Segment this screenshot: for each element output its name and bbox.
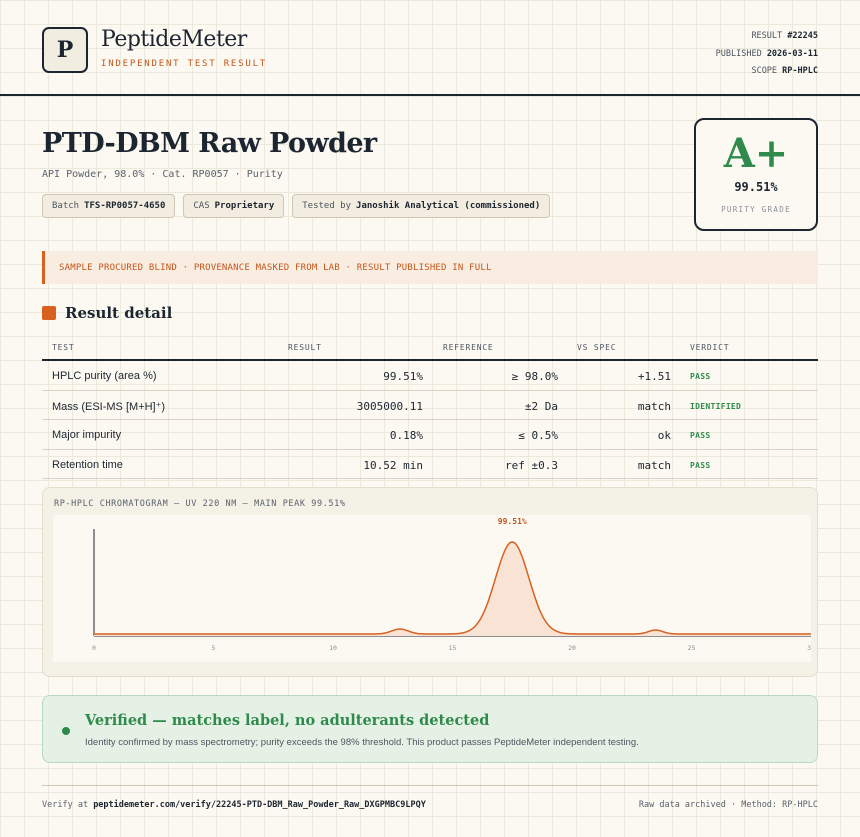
grade-value: 99.51% xyxy=(734,180,778,194)
cell-vs-spec: ok xyxy=(657,429,671,442)
cell-verdict: PASS xyxy=(690,372,711,381)
table-row: Mass (ESI-MS [M+H]⁺) 3005000.11 ±2 Da ma… xyxy=(42,391,818,420)
cell-test: Mass (ESI-MS [M+H]⁺) xyxy=(52,400,166,413)
verified-banner: Verified — matches label, no adulterants… xyxy=(42,695,818,763)
cas-value: Proprietary xyxy=(214,201,275,211)
chromatogram-card: RP-HPLC CHROMATOGRAM — UV 220 NM — MAIN … xyxy=(42,487,818,677)
verified-title: Verified — matches label, no adulterants… xyxy=(85,712,490,729)
provenance-banner: SAMPLE PROCURED BLIND · PROVENANCE MASKE… xyxy=(42,251,818,284)
verify-line: Verify at peptidemeter.com/verify/22245-… xyxy=(42,800,426,810)
result-number: #22245 xyxy=(787,31,818,41)
footer-method: Raw data archived · Method: RP-HPLC xyxy=(638,800,818,810)
verify-link[interactable]: peptidemeter.com/verify/22245-PTD-DBM_Ra… xyxy=(93,800,426,810)
peak-annotation: 99.51% xyxy=(498,517,527,526)
batch-value: TFS-RP0057-4650 xyxy=(84,201,166,211)
cell-result: 0.18% xyxy=(389,429,423,442)
chart-title: RP-HPLC CHROMATOGRAM — UV 220 NM — MAIN … xyxy=(54,499,346,509)
result-meta: RESULT #22245 PUBLISHED 2026-03-11 SCOPE… xyxy=(716,28,818,81)
cell-result: 3005000.11 xyxy=(356,399,423,413)
signal-line xyxy=(94,541,811,635)
cell-test: Retention time xyxy=(52,458,123,471)
brand-logo: P xyxy=(42,27,88,73)
cas-label: CAS xyxy=(193,201,210,211)
verify-label: Verify at xyxy=(42,800,89,810)
cell-reference: ref ±0.3 xyxy=(505,458,558,472)
header-verdict: VERDICT xyxy=(690,343,730,352)
x-tick-label: 25 xyxy=(688,644,696,652)
product-subtitle: API Powder, 98.0% · Cat. RP0057 · Purity xyxy=(42,169,283,180)
header-vs-spec: VS SPEC xyxy=(577,343,617,352)
report-footer: Verify at peptidemeter.com/verify/22245-… xyxy=(42,785,818,815)
cell-verdict: PASS xyxy=(690,460,711,470)
cell-result: 99.51% xyxy=(383,370,423,383)
x-tick-label: 30 xyxy=(807,644,811,652)
cell-reference: ≥ 98.0% xyxy=(511,370,558,383)
grade-card: A+ 99.51% PURITY GRADE xyxy=(694,118,818,231)
section-marker-icon xyxy=(42,306,56,320)
x-tick-label: 10 xyxy=(329,644,337,652)
verified-dot-icon xyxy=(62,727,70,735)
batch-label: Batch xyxy=(52,201,80,211)
table-row: Major impurity 0.18% ≤ 0.5% ok PASS xyxy=(42,420,818,450)
cell-reference: ±2 Da xyxy=(524,399,558,413)
x-tick-label: 5 xyxy=(212,644,216,652)
header-reference: REFERENCE xyxy=(443,343,494,352)
x-tick-label: 15 xyxy=(449,644,457,652)
header-result: RESULT xyxy=(288,343,322,352)
results-table: TEST RESULT REFERENCE VS SPEC VERDICT HP… xyxy=(42,336,818,479)
result-label: RESULT xyxy=(751,31,783,41)
cell-result: 10.52 min xyxy=(363,458,423,472)
brand-tagline: INDEPENDENT TEST RESULT xyxy=(101,59,268,69)
table-header: TEST RESULT REFERENCE VS SPEC VERDICT xyxy=(42,336,818,361)
cell-vs-spec: match xyxy=(637,399,671,413)
section-title: Result detail xyxy=(65,304,173,322)
report-header: P PeptideMeter INDEPENDENT TEST RESULT R… xyxy=(0,0,860,96)
published-date: 2026-03-11 xyxy=(766,48,818,59)
signal-area xyxy=(94,542,811,636)
table-row: Retention time 10.52 min ref ±0.3 match … xyxy=(42,450,818,479)
verified-text: Identity confirmed by mass spectrometry;… xyxy=(85,737,639,748)
header-test: TEST xyxy=(52,343,75,352)
chromatogram-svg: 0 5 10 15 20 25 30 99.51% xyxy=(92,517,811,652)
grade-letter: A+ xyxy=(723,130,789,177)
cell-test: Major impurity xyxy=(52,429,122,441)
cell-vs-spec: +1.51 xyxy=(637,370,671,383)
tested-by-chip: Tested by Janoshik Analytical (commission… xyxy=(292,194,551,218)
published-label: PUBLISHED xyxy=(715,48,762,59)
product-chips: Batch TFS-RP0057-4650 CAS Proprietary Test… xyxy=(42,194,551,218)
cas-chip: CAS Proprietary xyxy=(183,194,285,218)
cell-verdict: PASS xyxy=(690,431,711,440)
chromatogram-plot: 0 5 10 15 20 25 30 99.51% xyxy=(53,515,811,662)
cell-vs-spec: match xyxy=(637,458,671,472)
scope-label: SCOPE xyxy=(751,66,778,76)
brand-name: PeptideMeter xyxy=(101,27,247,52)
x-tick-label: 0 xyxy=(92,644,96,652)
x-tick-label: 20 xyxy=(568,644,576,652)
table-row: HPLC purity (area %) 99.51% ≥ 98.0% +1.5… xyxy=(42,361,818,391)
grade-label: PURITY GRADE xyxy=(721,205,791,214)
cell-reference: ≤ 0.5% xyxy=(518,429,558,442)
scope-value: RP-HPLC xyxy=(782,66,818,76)
product-title: PTD-DBM Raw Powder xyxy=(42,128,377,159)
tested-by-label: Tested by xyxy=(302,201,352,211)
cell-test: HPLC purity (area %) xyxy=(52,370,157,382)
batch-chip: Batch TFS-RP0057-4650 xyxy=(42,194,176,218)
tested-by-value: Janoshik Analytical (commissioned) xyxy=(356,201,541,211)
cell-verdict: IDENTIFIED xyxy=(690,401,742,411)
